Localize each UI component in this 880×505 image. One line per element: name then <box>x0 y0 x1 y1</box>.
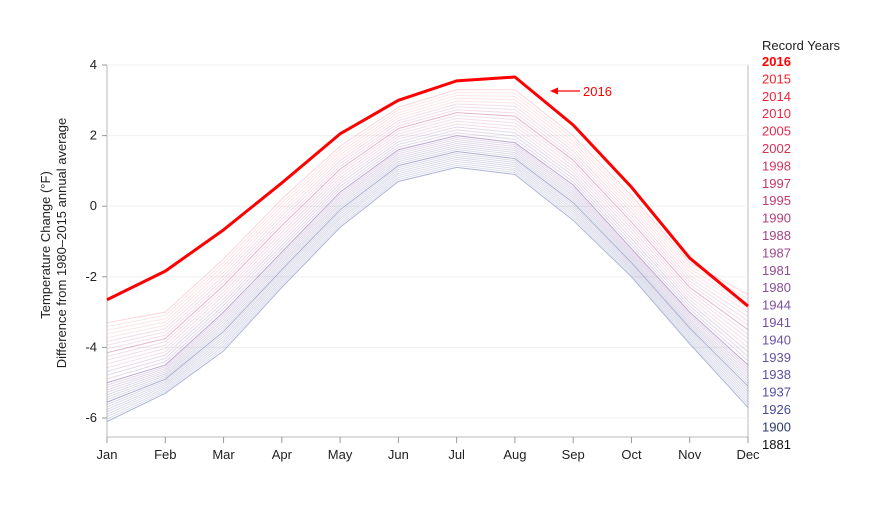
year-line <box>106 158 749 413</box>
year-line <box>106 106 749 346</box>
grid <box>106 64 749 438</box>
year-line <box>106 148 749 401</box>
y-tick-label: 0 <box>90 198 97 213</box>
year-line <box>106 160 749 415</box>
year-line <box>106 150 749 403</box>
annotation-2016: 2016 <box>550 84 612 99</box>
year-line <box>106 100 749 339</box>
legend-item-1980: 1980 <box>762 280 791 295</box>
year-line <box>106 141 749 391</box>
legend-item-1926: 1926 <box>762 402 791 417</box>
legend-item-1988: 1988 <box>762 228 791 243</box>
legend-item-2014: 2014 <box>762 89 791 104</box>
year-line <box>106 94 749 331</box>
year-line <box>106 115 749 357</box>
year-line <box>106 89 749 324</box>
x-tick-label: Feb <box>154 447 176 462</box>
y-tick-label: -4 <box>85 339 97 354</box>
year-line <box>106 139 749 389</box>
year-line <box>106 143 749 393</box>
x-tick-label: Dec <box>736 447 760 462</box>
year-line <box>106 132 749 380</box>
year-line <box>106 103 749 342</box>
legend-item-1940: 1940 <box>762 332 791 347</box>
year-line <box>106 162 749 418</box>
year-line <box>106 154 749 408</box>
legend-item-1995: 1995 <box>762 193 791 208</box>
y-axis-label-line2: Difference from 1980–2015 annual average <box>54 118 69 369</box>
highlight-series <box>106 75 749 308</box>
year-line <box>106 126 749 372</box>
year-line <box>106 166 749 422</box>
y-tick-label: 4 <box>90 57 97 72</box>
x-tick-label: Jun <box>388 447 409 462</box>
legend-title: Record Years <box>762 38 841 53</box>
year-line <box>106 112 749 354</box>
annotation-arrowhead <box>550 87 558 95</box>
year-line <box>106 129 749 376</box>
y-tick-label: -6 <box>85 410 97 425</box>
x-tick-label: Aug <box>503 447 526 462</box>
x-tick-label: Sep <box>562 447 585 462</box>
year-line <box>106 135 749 384</box>
x-tick-label: Mar <box>212 447 235 462</box>
legend-item-1981: 1981 <box>762 263 791 278</box>
legend-item-1987: 1987 <box>762 245 791 260</box>
year-line <box>106 137 749 386</box>
legend-item-1941: 1941 <box>762 315 791 330</box>
y-axis-label: Temperature Change (°F) Difference from … <box>38 118 69 369</box>
axes: 4 2 0 -2 -4 -6 Jan Feb Mar Apr May Jun Jul Aug Sep Oct N… <box>85 57 760 462</box>
legend-item-1998: 1998 <box>762 158 791 173</box>
year-line <box>106 120 749 365</box>
year-line <box>106 150 749 403</box>
legend-item-2002: 2002 <box>762 141 791 156</box>
legend-item-1990: 1990 <box>762 211 791 226</box>
legend-item-1997: 1997 <box>762 176 791 191</box>
x-tick-label: Jan <box>97 447 118 462</box>
year-line <box>106 166 749 422</box>
legend: Record Years 2016 2015 2014 2010 2005 2002 199… <box>762 38 841 452</box>
year-line <box>106 164 749 420</box>
legend-item-2015: 2015 <box>762 71 791 86</box>
legend-item-2005: 2005 <box>762 124 791 139</box>
y-tick-label: -2 <box>85 269 97 284</box>
legend-item-1900: 1900 <box>762 419 791 434</box>
annotation-label: 2016 <box>583 84 612 99</box>
x-tick-label: Jul <box>448 447 465 462</box>
year-line <box>106 92 749 327</box>
x-tick-label: May <box>328 447 353 462</box>
x-tick-label: Nov <box>678 447 702 462</box>
year-line <box>106 109 749 350</box>
series-line-2016 <box>106 75 749 308</box>
legend-item-1937: 1937 <box>762 385 791 400</box>
legend-item-2010: 2010 <box>762 106 791 121</box>
background-year-lines <box>106 89 749 422</box>
legend-item-1939: 1939 <box>762 350 791 365</box>
y-tick-label: 2 <box>90 128 97 143</box>
legend-item-1881: 1881 <box>762 437 791 452</box>
year-line <box>106 97 749 335</box>
legend-item-1944: 1944 <box>762 298 791 313</box>
legend-item-2016: 2016 <box>762 54 791 69</box>
year-line <box>106 117 749 361</box>
year-line <box>106 147 749 398</box>
year-line <box>106 135 749 384</box>
year-line <box>106 152 749 406</box>
y-axis-label-line1: Temperature Change (°F) <box>38 171 53 319</box>
year-line <box>106 156 749 410</box>
year-line <box>106 123 749 369</box>
plot-area <box>106 64 749 438</box>
year-line <box>106 112 749 354</box>
legend-item-1938: 1938 <box>762 367 791 382</box>
year-line <box>106 145 749 396</box>
x-tick-label: Apr <box>272 447 293 462</box>
x-tick-label: Oct <box>621 447 642 462</box>
